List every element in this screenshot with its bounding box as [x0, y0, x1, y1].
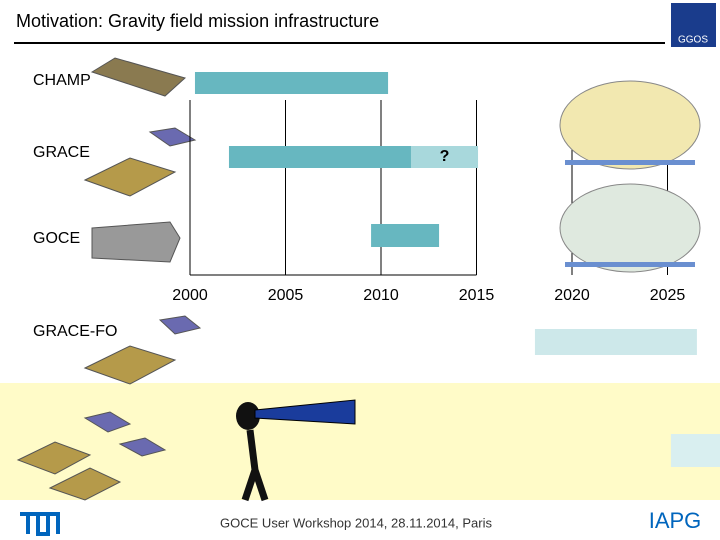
mission-label: GRACE	[33, 144, 90, 161]
x-tick-label: 2000	[172, 287, 208, 304]
future-band	[0, 383, 720, 500]
observer-figure	[236, 399, 356, 502]
mission-label: CHAMP	[33, 72, 91, 89]
x-tick-label: 2015	[459, 287, 495, 304]
globe-map	[559, 183, 701, 273]
footer: GOCE User Workshop 2014, 28.11.2014, Par…	[220, 515, 492, 530]
color-scale	[565, 160, 695, 165]
color-scale	[565, 262, 695, 267]
ggos-text: GGOS	[678, 35, 708, 46]
mission-bar	[534, 329, 697, 355]
iapg-logo: IAPG	[649, 508, 702, 533]
mission-label: GOCE	[33, 230, 80, 247]
tum-logo	[20, 512, 60, 536]
mission-bar	[371, 224, 440, 247]
extension-bar	[410, 146, 479, 168]
satellites	[16, 57, 202, 501]
globe-map	[559, 80, 701, 170]
mission-bar	[194, 72, 389, 94]
extension-label: ?	[440, 148, 450, 165]
chart-title: Motivation: Gravity field mission infras…	[16, 11, 379, 31]
x-tick-label: 2020	[554, 287, 590, 304]
ggos-logo: GGOS	[671, 3, 716, 47]
mission-label: GRACE-FO	[33, 323, 117, 340]
mission-bar	[670, 434, 720, 467]
x-tick-label: 2025	[650, 287, 686, 304]
x-tick-label: 2005	[268, 287, 304, 304]
x-tick-label: 2010	[363, 287, 399, 304]
mission-bar	[228, 146, 411, 168]
